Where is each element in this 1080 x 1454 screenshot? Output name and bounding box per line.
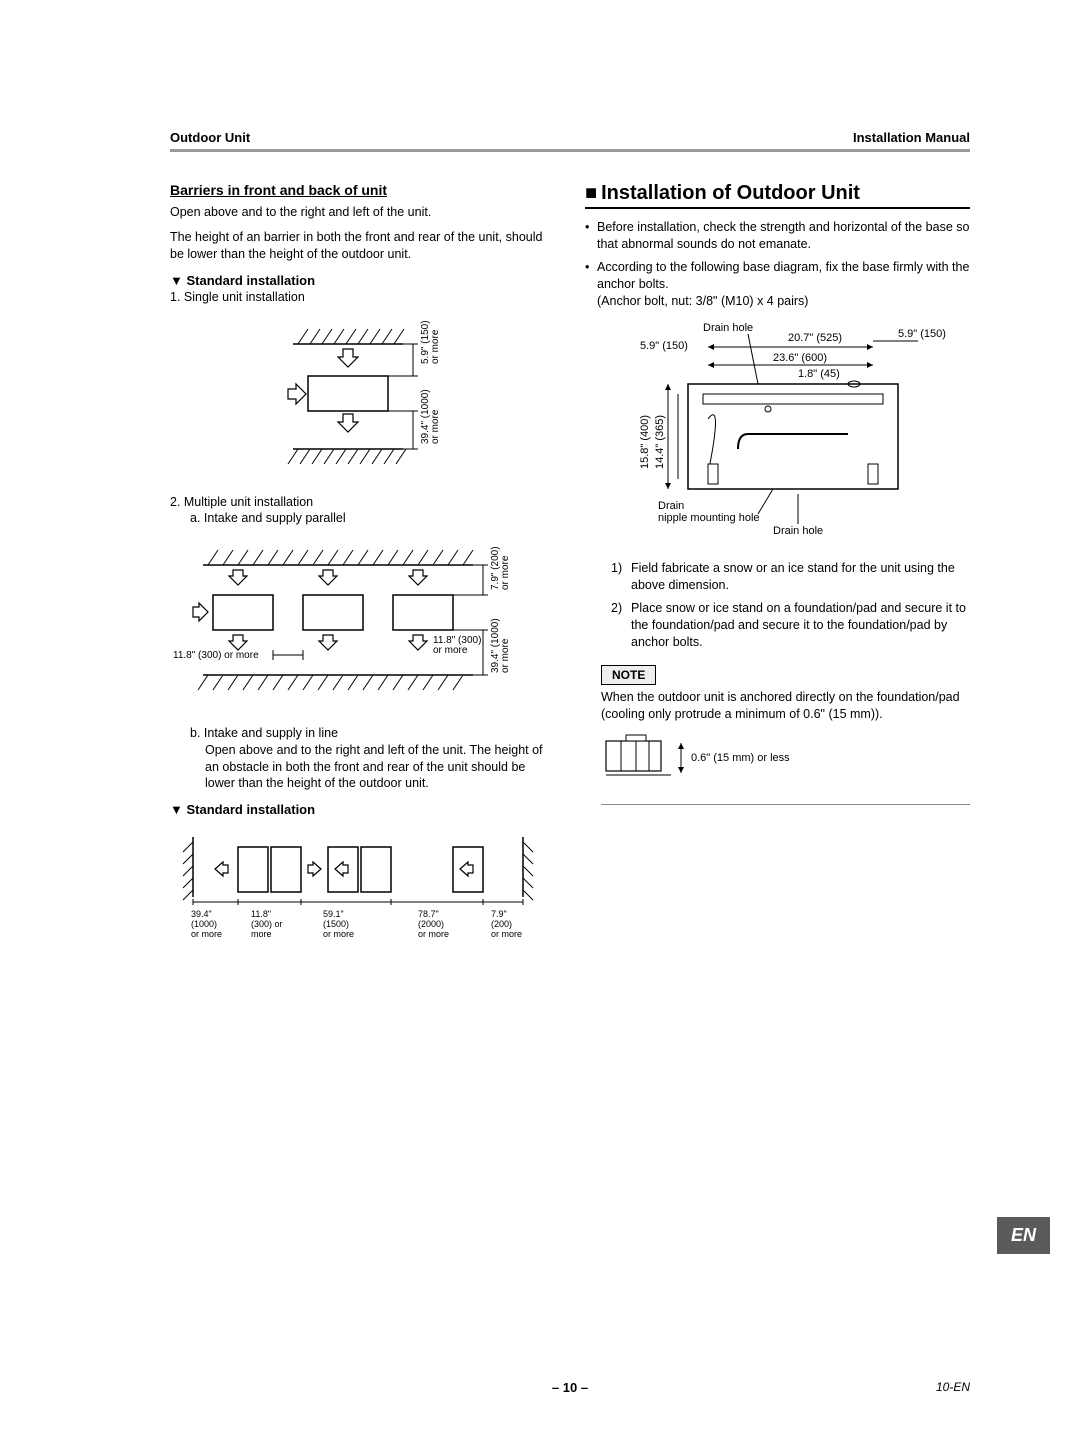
svg-text:15.8" (400): 15.8" (400) [639, 415, 651, 469]
svg-text:or more: or more [500, 555, 511, 590]
diagram-inline: 39.4" (1000) or more 11.8" (300) or more… [170, 827, 555, 952]
footer: – 10 – 10-EN [170, 1380, 970, 1394]
dim-label: or more [430, 329, 441, 364]
svg-text:(1000): (1000) [191, 919, 217, 929]
dim-label: or more [430, 409, 441, 444]
intro-p2: The height of an barrier in both the fro… [170, 229, 555, 263]
language-badge: EN [997, 1217, 1050, 1254]
header-right: Installation Manual [853, 130, 970, 145]
clearance-diagram: 0.6" (15 mm) or less [601, 733, 970, 788]
svg-text:or more: or more [433, 645, 468, 656]
svg-text:5.9" (150): 5.9" (150) [640, 340, 688, 352]
left-column: Barriers in front and back of unit Open … [170, 182, 555, 968]
standard-installation-heading-1: Standard installation [170, 273, 555, 288]
bullet-1: Before installation, check the strength … [585, 219, 970, 253]
numbered-list: 1)Field fabricate a snow or an ice stand… [595, 560, 970, 650]
base-diagram: Drain hole 20.7" (525) 5.9" (150) 5.9" (… [585, 319, 970, 544]
content-columns: Barriers in front and back of unit Open … [170, 182, 970, 968]
barriers-title: Barriers in front and back of unit [170, 182, 555, 198]
svg-text:59.1": 59.1" [323, 909, 344, 919]
svg-text:23.6" (600): 23.6" (600) [773, 352, 827, 364]
header-left: Outdoor Unit [170, 130, 250, 145]
svg-text:Drain: Drain [658, 500, 684, 512]
item-2a: a. Intake and supply parallel [190, 511, 555, 525]
installation-title: Installation of Outdoor Unit [585, 182, 970, 209]
svg-text:20.7" (525): 20.7" (525) [788, 332, 842, 344]
svg-text:Drain hole: Drain hole [773, 525, 823, 537]
svg-text:11.8": 11.8" [251, 909, 271, 919]
svg-text:Drain hole: Drain hole [703, 322, 753, 334]
multiple-unit-item: 2. Multiple unit installation [170, 495, 555, 509]
right-column: Installation of Outdoor Unit Before inst… [585, 182, 970, 968]
list-item-2: 2)Place snow or ice stand on a foundatio… [611, 600, 970, 651]
svg-text:(1500): (1500) [323, 919, 349, 929]
svg-text:1.8" (45): 1.8" (45) [798, 368, 840, 380]
svg-text:or more: or more [491, 929, 522, 939]
intro-p1: Open above and to the right and left of … [170, 204, 555, 221]
standard-installation-heading-2: Standard installation [170, 802, 555, 817]
svg-text:more: more [251, 929, 272, 939]
list-item-1: 1)Field fabricate a snow or an ice stand… [611, 560, 970, 594]
note-text: When the outdoor unit is anchored direct… [601, 689, 970, 723]
header-bar: Outdoor Unit Installation Manual [170, 130, 970, 152]
svg-text:11.8" (300) or more: 11.8" (300) or more [173, 650, 259, 661]
diagram-parallel: 11.8" (300) or more 11.8" (300) or more … [170, 535, 555, 710]
svg-text:or more: or more [500, 638, 511, 673]
svg-text:14.4" (365): 14.4" (365) [654, 415, 666, 469]
bullet-2: According to the following base diagram,… [585, 259, 970, 310]
svg-text:(200): (200) [491, 919, 512, 929]
note-divider [601, 804, 970, 805]
svg-text:(2000): (2000) [418, 919, 444, 929]
svg-text:(300) or: (300) or [251, 919, 283, 929]
svg-text:5.9" (150): 5.9" (150) [898, 328, 946, 340]
svg-text:or more: or more [323, 929, 354, 939]
svg-text:or more: or more [191, 929, 222, 939]
single-unit-item: 1. Single unit installation [170, 290, 555, 304]
svg-text:78.7": 78.7" [418, 909, 439, 919]
item-2b-text: Open above and to the right and left of … [205, 742, 555, 793]
svg-text:nipple mounting hole: nipple mounting hole [658, 512, 760, 524]
svg-text:or more: or more [418, 929, 449, 939]
svg-text:39.4": 39.4" [191, 909, 212, 919]
svg-text:0.6" (15 mm) or less: 0.6" (15 mm) or less [691, 752, 790, 764]
note-label: NOTE [601, 665, 656, 685]
bullet-list: Before installation, check the strength … [585, 219, 970, 309]
anchor-spec: (Anchor bolt, nut: 3/8" (M10) x 4 pairs) [597, 294, 808, 308]
footer-code: 10-EN [936, 1380, 970, 1394]
page: Outdoor Unit Installation Manual Barrier… [0, 0, 1080, 1454]
page-number: – 10 – [552, 1380, 588, 1395]
diagram-single-unit: 5.9" (150) or more 39.4" (1000) or more [170, 314, 555, 479]
item-2b-title: b. Intake and supply in line [190, 726, 555, 740]
svg-text:7.9": 7.9" [491, 909, 507, 919]
